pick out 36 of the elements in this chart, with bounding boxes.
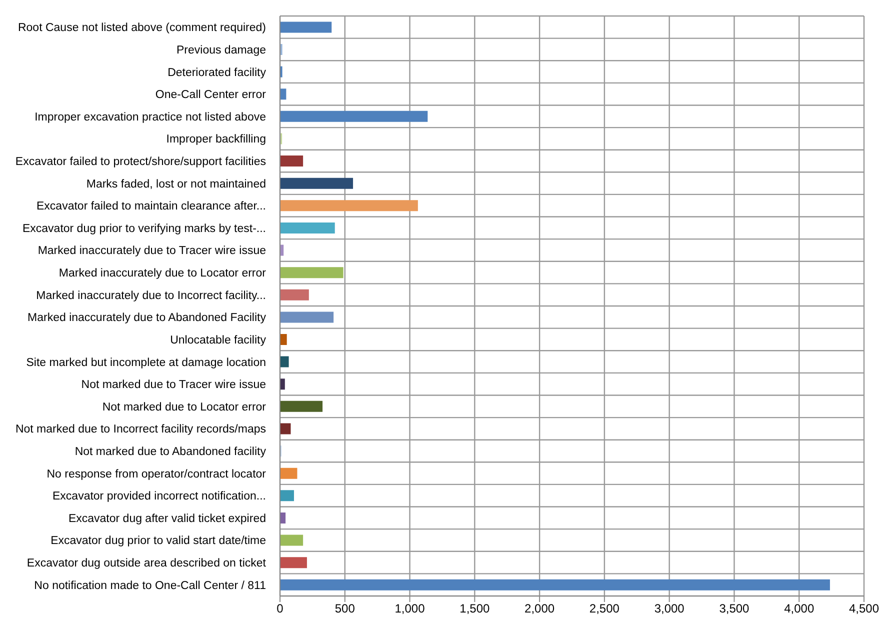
x-tick-label: 2,000 [524, 602, 555, 616]
y-tick-label: Excavator dug outside area described on ticket [26, 558, 267, 570]
x-tick-label: 4,000 [784, 602, 814, 616]
y-tick-label: Previous damage [176, 44, 266, 56]
y-tick-label: Not marked due to Incorrect facility records/maps [15, 424, 266, 436]
x-tick-label: 500 [334, 602, 356, 616]
y-tick-label: No notification made to One-Call Center / 811 [34, 580, 266, 592]
x-tick-label: 1,000 [394, 602, 426, 616]
x-tick-label: 1,500 [460, 602, 490, 616]
y-tick-label: Marked inaccurately due to Tracer wire issue [38, 245, 266, 258]
x-tick-label: 3,500 [719, 602, 750, 616]
y-tick-label: Excavator failed to protect/shore/support facilities [15, 156, 266, 168]
y-tick-label: Improper excavation practice not listed above [34, 111, 266, 124]
y-tick-label: One-Call Center error [155, 89, 266, 102]
y-tick-label: Marks faded, lost or not maintained [86, 178, 266, 190]
y-tick-label: Marked inaccurately due to Incorrect facility... [36, 290, 266, 302]
x-tick-label: 0 [276, 602, 284, 616]
x-tick-label: 4,500 [848, 602, 880, 616]
y-tick-label: Not marked due to Locator error [102, 401, 266, 414]
y-tick-label: Not marked due to Abandoned facility [74, 446, 266, 458]
y-tick-label: Deteriorated facility [168, 66, 266, 79]
y-tick-label: No response from operator/contract locator [46, 468, 266, 480]
x-tick-label: 3,000 [654, 602, 685, 616]
y-tick-label: Excavator dug after valid ticket expired [68, 512, 266, 525]
y-tick-label: Improper backfilling [166, 134, 266, 146]
y-tick-label: Root Cause not listed above (comment required) [18, 22, 266, 34]
y-tick-label: Excavator dug prior to valid start date/time [50, 535, 266, 548]
y-tick-label: Site marked but incomplete at damage location [26, 356, 266, 369]
y-tick-label: Excavator provided incorrect notification... [52, 490, 266, 503]
x-tick-label: 2,500 [589, 602, 620, 616]
y-tick-label: Unlocatable facility [170, 334, 266, 346]
y-tick-label: Marked inaccurately due to Abandoned Facility [28, 312, 266, 324]
y-tick-label: Not marked due to Tracer wire issue [81, 379, 266, 392]
y-tick-label: Marked inaccurately due to Locator error [58, 268, 266, 280]
y-tick-label: Excavator failed to maintain clearance after... [36, 200, 266, 213]
y-tick-label: Excavator dug prior to verifying marks by test-... [22, 222, 266, 235]
